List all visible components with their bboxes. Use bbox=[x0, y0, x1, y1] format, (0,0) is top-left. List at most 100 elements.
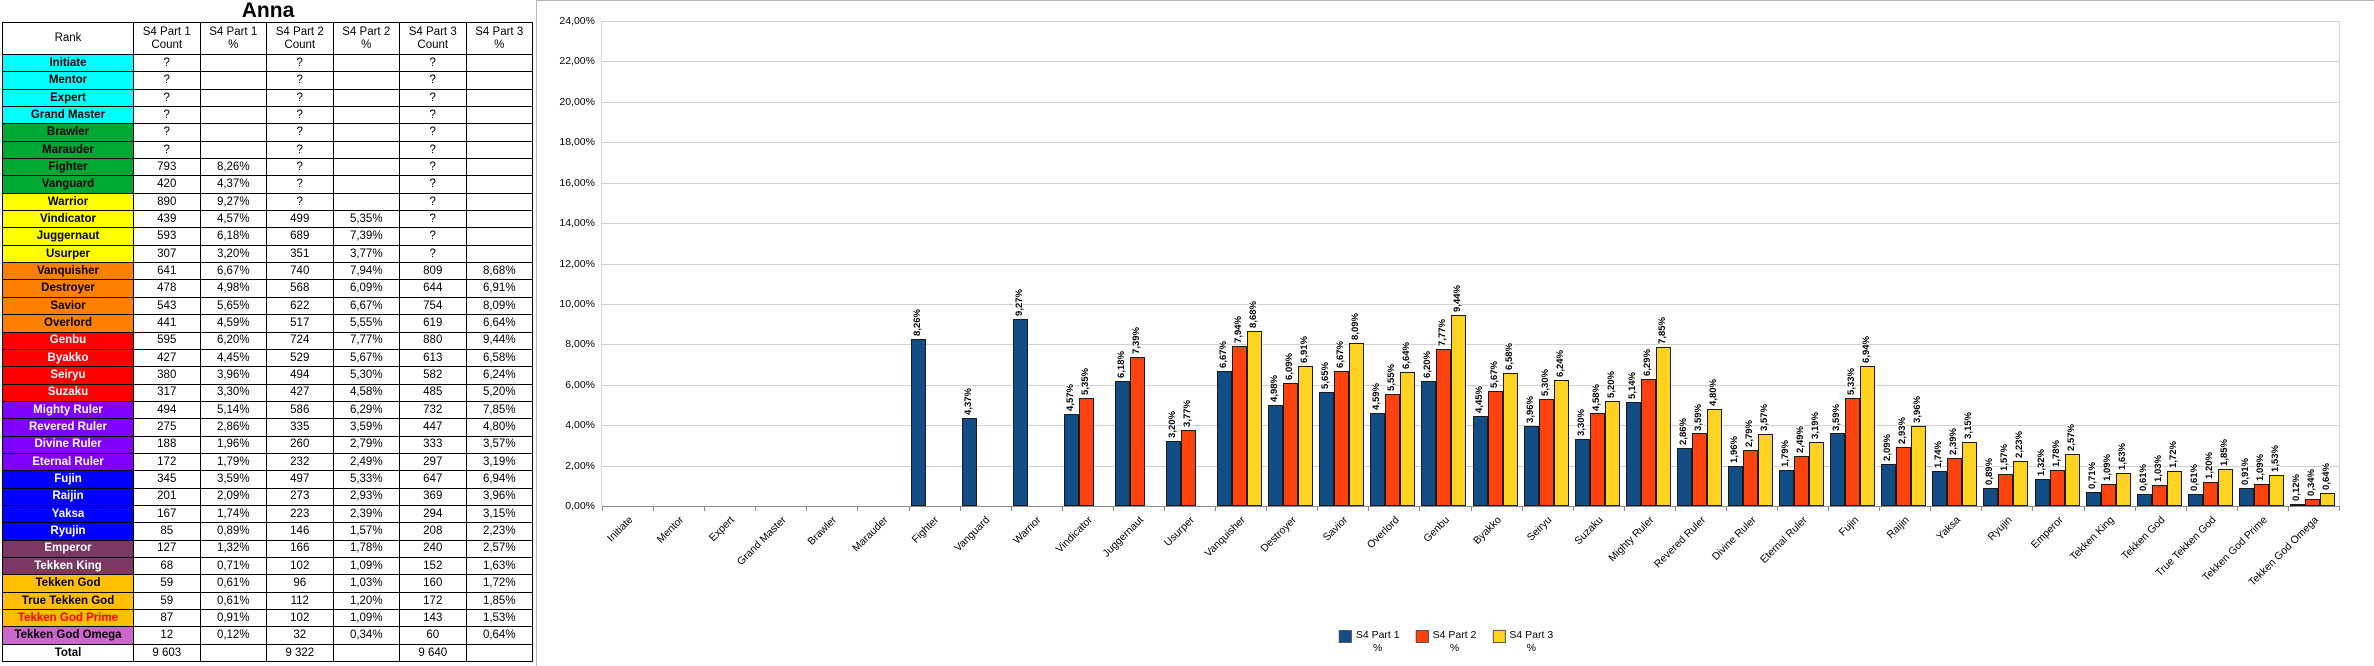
value-cell[interactable]: 112 bbox=[266, 591, 334, 611]
value-cell[interactable]: 96 bbox=[266, 574, 334, 593]
value-cell[interactable]: 6,29% bbox=[332, 400, 400, 420]
value-cell[interactable]: 809 bbox=[399, 262, 467, 281]
value-cell[interactable]: 1,53% bbox=[465, 608, 533, 628]
column-header[interactable]: S4 Part 3% bbox=[465, 22, 533, 55]
value-cell[interactable]: 8,68% bbox=[465, 262, 533, 281]
value-cell[interactable]: 4,37% bbox=[199, 175, 267, 194]
page-title[interactable]: Anna bbox=[241, 0, 295, 22]
value-cell[interactable]: 6,24% bbox=[465, 366, 533, 385]
value-cell[interactable]: 146 bbox=[266, 522, 334, 541]
value-cell[interactable]: 6,64% bbox=[465, 314, 533, 333]
value-cell[interactable]: 351 bbox=[266, 244, 334, 264]
value-cell[interactable]: ? bbox=[266, 106, 334, 125]
value-cell[interactable]: 1,09% bbox=[332, 556, 400, 576]
value-cell[interactable]: 8,26% bbox=[199, 158, 267, 177]
value-cell[interactable]: 307 bbox=[133, 244, 201, 264]
value-cell[interactable]: ? bbox=[266, 140, 334, 160]
value-cell[interactable]: 5,67% bbox=[332, 348, 400, 368]
value-cell[interactable]: 0,61% bbox=[199, 591, 267, 611]
value-cell[interactable]: ? bbox=[133, 123, 201, 142]
value-cell[interactable]: ? bbox=[399, 71, 467, 90]
value-cell[interactable]: 529 bbox=[266, 348, 334, 368]
value-cell[interactable] bbox=[332, 106, 400, 125]
value-cell[interactable]: 232 bbox=[266, 452, 334, 472]
value-cell[interactable]: 724 bbox=[266, 331, 334, 350]
value-cell[interactable]: ? bbox=[399, 227, 467, 246]
value-cell[interactable]: 6,94% bbox=[465, 470, 533, 489]
value-cell[interactable]: 102 bbox=[266, 608, 334, 628]
value-cell[interactable]: 3,30% bbox=[199, 383, 267, 402]
value-cell[interactable] bbox=[199, 123, 267, 142]
value-cell[interactable]: 240 bbox=[399, 539, 467, 558]
value-cell[interactable]: 5,35% bbox=[332, 210, 400, 229]
value-cell[interactable]: ? bbox=[266, 175, 334, 194]
value-cell[interactable]: 586 bbox=[266, 400, 334, 420]
value-cell[interactable]: 2,23% bbox=[465, 522, 533, 541]
value-cell[interactable]: 60 bbox=[399, 626, 467, 645]
rank-cell[interactable]: Emperor bbox=[2, 539, 134, 558]
value-cell[interactable]: 5,14% bbox=[199, 400, 267, 420]
value-cell[interactable]: 7,94% bbox=[332, 262, 400, 281]
value-cell[interactable]: ? bbox=[399, 123, 467, 142]
value-cell[interactable]: 6,67% bbox=[199, 262, 267, 281]
value-cell[interactable]: 166 bbox=[266, 539, 334, 558]
total-value-cell[interactable] bbox=[332, 643, 400, 663]
value-cell[interactable] bbox=[332, 88, 400, 108]
value-cell[interactable]: 152 bbox=[399, 556, 467, 576]
rank-cell[interactable]: Expert bbox=[2, 88, 134, 108]
value-cell[interactable]: 582 bbox=[399, 366, 467, 385]
rank-cell[interactable]: Tekken God Omega bbox=[2, 626, 134, 645]
rank-cell[interactable]: Initiate bbox=[2, 53, 134, 73]
rank-cell[interactable]: Divine Ruler bbox=[2, 435, 134, 454]
value-cell[interactable]: 732 bbox=[399, 400, 467, 420]
value-cell[interactable]: ? bbox=[266, 158, 334, 177]
rank-cell[interactable]: Warrior bbox=[2, 192, 134, 212]
value-cell[interactable]: 2,79% bbox=[332, 435, 400, 454]
rank-cell[interactable]: Fujin bbox=[2, 470, 134, 489]
rank-cell[interactable]: Tekken King bbox=[2, 556, 134, 576]
value-cell[interactable]: 85 bbox=[133, 522, 201, 541]
value-cell[interactable]: 0,89% bbox=[199, 522, 267, 541]
value-cell[interactable]: ? bbox=[133, 88, 201, 108]
value-cell[interactable]: 5,30% bbox=[332, 366, 400, 385]
chart-area[interactable]: S4 Part 1% S4 Part 2% S4 Part 3% 0,00% 2,00… bbox=[536, 0, 2374, 666]
value-cell[interactable]: 4,59% bbox=[199, 314, 267, 333]
value-cell[interactable]: 317 bbox=[133, 383, 201, 402]
value-cell[interactable]: 380 bbox=[133, 366, 201, 385]
value-cell[interactable]: 8,09% bbox=[465, 296, 533, 316]
value-cell[interactable] bbox=[465, 123, 533, 142]
value-cell[interactable] bbox=[465, 158, 533, 177]
value-cell[interactable]: 485 bbox=[399, 383, 467, 402]
total-value-cell[interactable] bbox=[199, 643, 267, 663]
rank-cell[interactable]: Ryujin bbox=[2, 522, 134, 541]
value-cell[interactable]: 2,09% bbox=[199, 487, 267, 506]
value-cell[interactable] bbox=[332, 140, 400, 160]
value-cell[interactable]: ? bbox=[266, 53, 334, 73]
rank-cell[interactable]: Vanquisher bbox=[2, 262, 134, 281]
value-cell[interactable]: 275 bbox=[133, 418, 201, 437]
value-cell[interactable] bbox=[332, 158, 400, 177]
value-cell[interactable]: 5,55% bbox=[332, 314, 400, 333]
value-cell[interactable]: 9,27% bbox=[199, 192, 267, 212]
value-cell[interactable]: 5,65% bbox=[199, 296, 267, 316]
value-cell[interactable]: 7,39% bbox=[332, 227, 400, 246]
value-cell[interactable]: 499 bbox=[266, 210, 334, 229]
value-cell[interactable]: 5,33% bbox=[332, 470, 400, 489]
value-cell[interactable]: 1,96% bbox=[199, 435, 267, 454]
value-cell[interactable]: 160 bbox=[399, 574, 467, 593]
value-cell[interactable]: 4,57% bbox=[199, 210, 267, 229]
value-cell[interactable] bbox=[199, 88, 267, 108]
value-cell[interactable]: 478 bbox=[133, 279, 201, 298]
value-cell[interactable]: 595 bbox=[133, 331, 201, 350]
rank-cell[interactable]: Marauder bbox=[2, 140, 134, 160]
value-cell[interactable]: 369 bbox=[399, 487, 467, 506]
column-header[interactable]: S4 Part 1% bbox=[199, 22, 267, 55]
rank-cell[interactable]: Destroyer bbox=[2, 279, 134, 298]
value-cell[interactable]: 3,59% bbox=[199, 470, 267, 489]
value-cell[interactable]: ? bbox=[399, 244, 467, 264]
value-cell[interactable]: 613 bbox=[399, 348, 467, 368]
rank-cell[interactable]: True Tekken God bbox=[2, 591, 134, 611]
value-cell[interactable]: 273 bbox=[266, 487, 334, 506]
value-cell[interactable]: 12 bbox=[133, 626, 201, 645]
rank-cell[interactable]: Seiryu bbox=[2, 366, 134, 385]
